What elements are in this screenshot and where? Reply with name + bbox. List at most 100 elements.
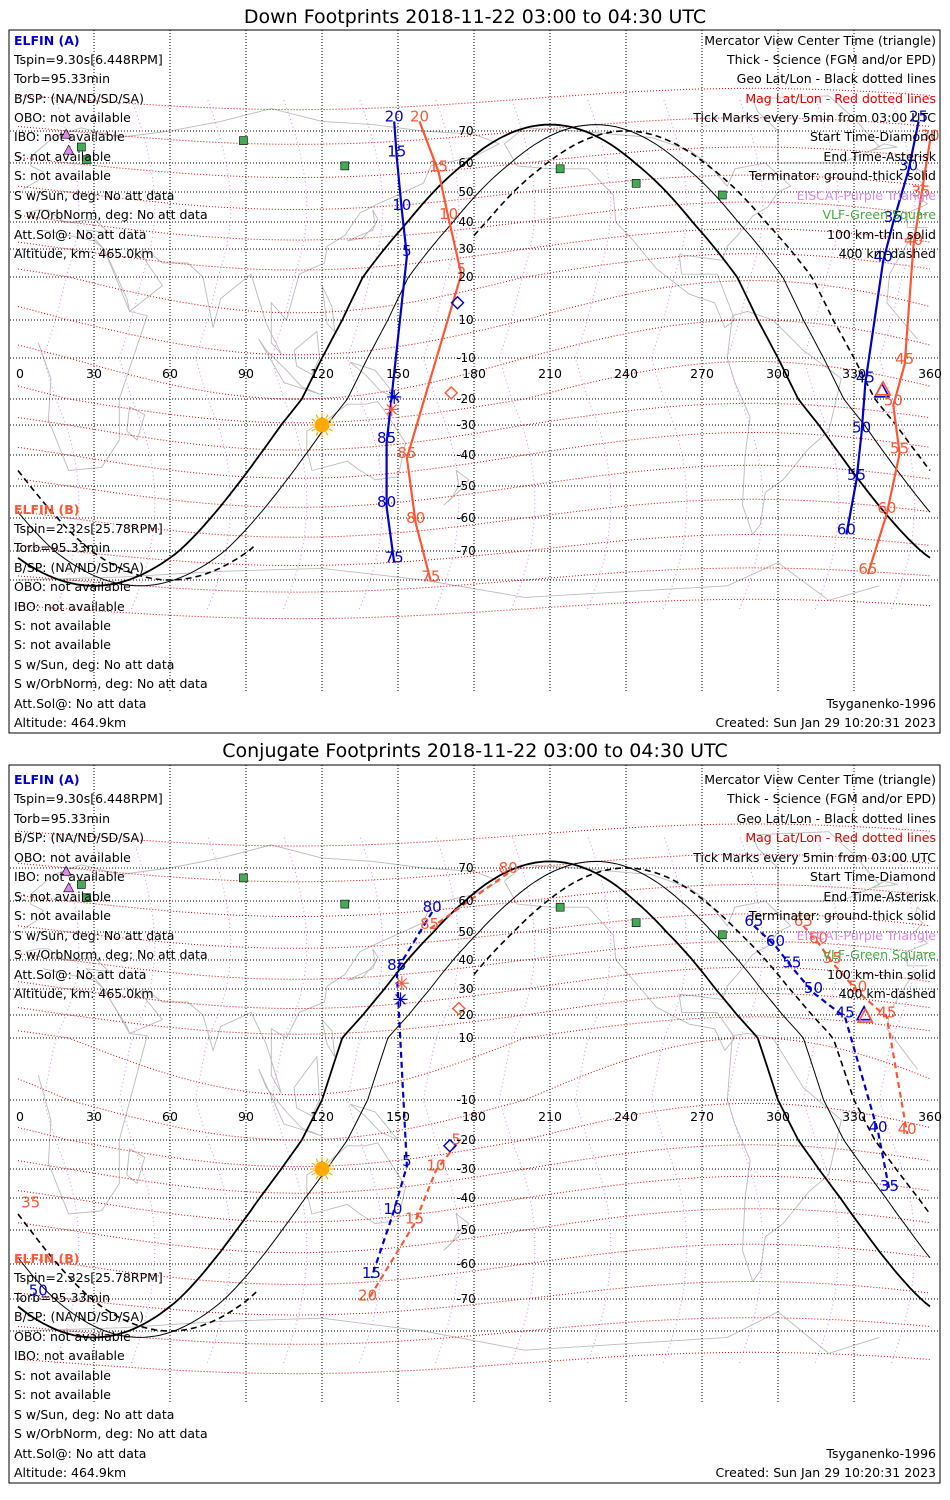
stations xyxy=(60,865,727,940)
elfin-a-line: Torb=95.33min xyxy=(13,71,110,86)
terminator-100km xyxy=(17,124,931,587)
created-label: Created: Sun Jan 29 10:20:31 2023 xyxy=(716,1465,936,1480)
legend-entry: 400 km-dashed xyxy=(839,246,936,261)
elfin-b-line: Altitude: 464.9km xyxy=(14,1465,126,1480)
elfin-a-line: Att.Sol@: No att data xyxy=(14,227,146,242)
mag-parallel xyxy=(17,1351,931,1375)
coastline xyxy=(726,1032,842,1283)
elfin-b-tick-label: 55 xyxy=(890,440,909,458)
elfin-b-line: S: not available xyxy=(14,1387,111,1402)
sun-ray xyxy=(328,418,333,422)
lon-tick-label: 60 xyxy=(162,1109,178,1124)
legend-entry: Mercator View Center Time (triangle) xyxy=(704,772,936,787)
elfin-b-tick-label: 20 xyxy=(410,107,429,125)
legend-entry: Mag Lat/Lon - Red dotted lines xyxy=(745,830,936,845)
track-tick-labels: 2015105858075253035404550556020151058580… xyxy=(377,107,939,585)
legend-entry: VLF-Green Square xyxy=(822,947,936,962)
elfin-b-tick-label: 40 xyxy=(898,1120,917,1138)
elfin-a-tick-label: 50 xyxy=(29,1282,48,1300)
map-graphics: 8085510156560555045403550808551015206560… xyxy=(10,765,939,1404)
model-label: Tsyganenko-1996 xyxy=(825,696,936,711)
elfin-a-line: Tspin=9.30s[6.448RPM] xyxy=(13,791,163,806)
eiscat-triangle-icon xyxy=(60,865,72,876)
lat-tick-label: -70 xyxy=(456,544,476,558)
coastline xyxy=(321,1019,336,1057)
legend-entry: EISCAT-Purple Triangle xyxy=(797,928,937,943)
lat-tick-label: -30 xyxy=(456,1162,476,1176)
elfin-b-line: S w/Sun, deg: No att data xyxy=(14,657,174,672)
coastline xyxy=(752,95,881,164)
station-square-icon xyxy=(82,893,91,903)
mag-parallel xyxy=(17,1281,931,1316)
elfin-a-info: ELFIN (A) Tspin=9.30s[6.448RPM] Torb=95.… xyxy=(13,772,208,1001)
track-tick-labels: 8085510156560555045403550808551015206560… xyxy=(21,859,917,1305)
elfin-a-tick-label: 50 xyxy=(852,419,871,437)
sun-ray xyxy=(311,428,316,432)
mag-parallel xyxy=(17,174,931,210)
lon-tick-label: 120 xyxy=(310,1109,334,1124)
elfin-b-tick-label: 55 xyxy=(823,949,842,967)
lon-tick-label: 180 xyxy=(462,1109,486,1124)
coastline xyxy=(871,880,898,889)
elfin-a-tick-label: 75 xyxy=(385,549,404,567)
triangle-marker-icon xyxy=(874,380,892,396)
elfin-a-line: S w/OrbNorm, deg: No att data xyxy=(14,207,208,222)
elfin-b-line: Tspin=2.32s[25.78RPM] xyxy=(13,1270,163,1285)
elfin-a-line: IBO: not available xyxy=(14,129,125,144)
elfin-a-track xyxy=(845,121,920,535)
sun-ray xyxy=(328,1172,333,1176)
legend-entry: End Time-Asterisk xyxy=(823,149,936,164)
legend-entry: Tick Marks every 5min from 03:00 UTC xyxy=(692,110,936,125)
elfin-b-tick-label: 60 xyxy=(809,929,828,947)
coastline xyxy=(293,1055,320,1117)
elfin-a-tick-label: 35 xyxy=(884,208,903,226)
elfin-b-tick-label: 15 xyxy=(405,1210,424,1228)
elfin-b-track xyxy=(366,1143,458,1302)
station-square-icon xyxy=(555,164,565,174)
lat-tick-label: 70 xyxy=(458,861,473,875)
sun-ray xyxy=(311,1172,316,1176)
elfin-a-line: S: not available xyxy=(14,908,111,923)
sun-disc xyxy=(314,417,330,433)
elfin-a-line: Altitude, km: 465.0km xyxy=(14,246,154,261)
mag-parallel xyxy=(17,432,931,479)
elfin-b-title: ELFIN (B) xyxy=(14,1251,79,1266)
mag-parallel xyxy=(17,87,931,111)
coastline xyxy=(914,168,926,193)
sun-ray xyxy=(328,1162,333,1166)
lat-tick-label: 10 xyxy=(458,313,473,327)
elfin-b-line: Torb=95.33min xyxy=(13,540,110,555)
elfin-b-track xyxy=(866,140,932,575)
lon-tick-label: 90 xyxy=(238,366,254,381)
mag-parallel xyxy=(17,464,931,508)
mag-parallel xyxy=(17,253,931,314)
mag-meridian xyxy=(270,834,308,1364)
asterisk-stroke xyxy=(388,391,400,403)
lon-tick-label: 60 xyxy=(162,366,178,381)
mag-meridian xyxy=(574,98,612,610)
elfin-b-line: S w/OrbNorm, deg: No att data xyxy=(14,676,208,691)
lat-tick-label: -40 xyxy=(456,1191,476,1205)
coastline xyxy=(349,1103,399,1141)
elfin-a-info: ELFIN (A) Tspin=9.30s[6.448RPM] Torb=95.… xyxy=(13,33,208,261)
station-square-icon xyxy=(717,190,727,200)
lon-tick-label: 90 xyxy=(238,1109,254,1124)
station-square-icon xyxy=(340,899,350,909)
elfin-b-tick-label: 80 xyxy=(406,509,425,527)
time-markers xyxy=(384,295,892,417)
elfin-a-line: S w/Sun, deg: No att data xyxy=(14,928,174,943)
coastlines xyxy=(17,831,929,1354)
mag-parallel xyxy=(17,940,931,980)
elfin-b-tick-label: 10 xyxy=(439,205,458,223)
legend-entry: Thick - Science (FGM and/or EPD) xyxy=(726,791,936,806)
legend-entry: 100 km-thin solid xyxy=(827,227,936,242)
elfin-a-line: S: not available xyxy=(14,889,111,904)
elfin-b-tick-label: 50 xyxy=(884,392,903,410)
diamond-marker-icon xyxy=(450,295,465,310)
terminator-400km xyxy=(17,470,257,581)
map-graphics: 2015105858075253035404550556020151058580… xyxy=(10,30,939,693)
elfin-b-tick-label: 5 xyxy=(451,1130,461,1148)
elfin-a-tick-label: 40 xyxy=(869,1118,888,1136)
station-square-icon xyxy=(717,930,727,940)
elfin-b-line: OBO: not available xyxy=(14,579,131,594)
